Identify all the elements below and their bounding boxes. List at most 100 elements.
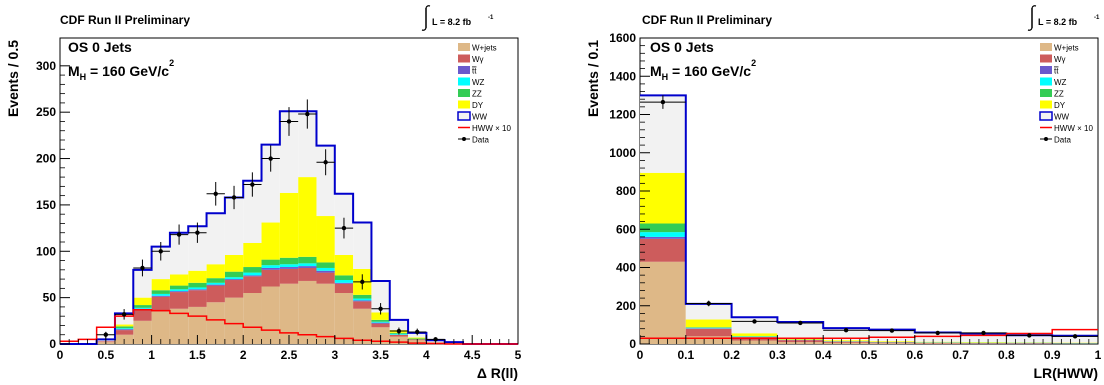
data-point-3 [158,249,163,254]
legend-label-4: ZZ [1054,90,1064,99]
bar-Wjets-6 [169,308,189,344]
bar-W-4 [823,341,869,343]
bar-WZ-6 [169,289,189,292]
chart-panel-2: CDF Run II Preliminary L = 8.2 fb -1 0 0.1 0.… [585,5,1102,381]
bar-WZ-10 [243,272,262,276]
bar-DY-4 [823,340,869,342]
y-tick-label-3: 150 [36,198,56,212]
bar-tt-12 [279,267,299,269]
legend-swatch-DY [458,100,470,109]
data-point-11 [305,111,310,117]
y-tick-label-2: 100 [36,244,56,258]
bar-Wjets-16 [353,308,372,344]
x-tick-label-7: 0.7 [952,348,969,362]
bar-W-0 [640,238,686,262]
x-tick-label-9: 0.9 [1044,348,1061,362]
bar-W-13 [298,267,317,281]
bar-DY-11 [261,222,280,260]
bar-tt-10 [243,275,262,277]
x-tick-label-0: 0 [637,348,644,362]
bar-WW-17 [371,280,390,313]
bar-W-11 [261,269,280,287]
legend-swatch-WZ [1040,77,1052,86]
hww-signal-line [60,308,518,345]
bar-DY-4 [133,297,152,306]
y-tick-label-6: 300 [36,59,56,73]
data-point-5 [195,230,200,235]
data-point-2 [752,319,757,324]
legend-label-6: WW [1054,113,1070,122]
bar-WW-4 [133,269,152,298]
y-tick-label-0: 0 [629,337,636,351]
bar-DY-8 [206,264,225,279]
data-point-7 [981,330,986,336]
legend-label-7: HWW × 10 [472,124,511,133]
bar-ZZ-13 [298,256,317,264]
x-tick-label-3: 1.5 [189,348,206,362]
data-point-5 [889,328,895,333]
data-point-6 [213,191,218,196]
data-point-3 [798,320,803,326]
bar-WW-16 [353,222,372,269]
x-tick-label-7: 3.5 [372,348,389,362]
bar-WW-3 [777,322,824,339]
integral-sign-tails [421,5,431,31]
bar-tt-8 [206,284,225,286]
legend-swatch-ww [1039,111,1053,121]
bar-WW-18 [389,319,409,331]
data-point-13 [341,225,347,231]
bar-W-17 [371,323,390,328]
bar-W-6 [914,342,961,344]
integral-sign-tails [1027,5,1037,31]
x-tick-label-10: 5 [515,348,522,362]
bar-tt-3 [114,329,134,331]
bar-W-15 [334,283,354,293]
legend-swatch-tt [458,66,470,74]
bar-WW-5 [151,246,170,280]
bar-W-1 [685,328,732,337]
x-tick-label-5: 0.5 [861,348,878,362]
bar-Wjets-15 [334,293,354,344]
legend-swatch-WZ [458,77,470,86]
bar-DY-6 [914,341,961,343]
bar-WZ-16 [353,298,372,301]
bar-DY-13 [298,177,317,257]
bar-Wjets-6 [914,343,961,344]
legend-swatch-DY [1040,100,1052,109]
bar-W-8 [206,285,225,303]
bar-DY-1 [685,319,732,328]
bar-DY-9 [224,254,244,272]
x-tick-label-4: 2 [240,348,247,362]
bar-DY-5 [151,279,170,291]
bar-ZZ-7 [188,282,207,288]
subtitle-part: M [650,63,662,79]
plot-frame [639,37,1099,345]
bar-WW-5 [869,329,915,342]
chart-title: OS 0 Jets [650,39,714,55]
bar-ZZ-8 [206,278,225,283]
bar-WZ-4 [133,307,152,309]
y-tick-label-1: 200 [616,299,636,313]
bar-ZZ-10 [243,267,262,273]
legend-swatch-Wjets [458,43,470,51]
legend-label-2: tt [1054,67,1059,76]
bar-DY-2 [731,333,778,337]
subtitle-part: H [662,72,669,82]
y-tick-label-1: 50 [43,291,57,305]
x-tick-label-2: 1 [148,348,155,362]
bar-W-9 [224,280,244,298]
legend: W+jets Wγ tt WZ ZZ DY WW HWW × 10 Data [1039,43,1093,145]
y-tick-label-6: 1200 [609,108,636,122]
bar-WW-9 [1052,335,1098,343]
bar-Wjets-9 [224,297,244,344]
data-point-17 [415,329,420,335]
bar-WZ-12 [279,264,299,268]
bar-ZZ-1 [685,327,732,328]
y-tick-label-7: 1400 [609,69,636,83]
y-axis-title: Events / 0.5 [5,40,21,117]
data-point-4 [176,232,182,237]
subtitle-part: = 160 GeV/c [668,63,751,79]
bar-tt-17 [371,322,390,324]
legend: W+jets Wγ tt WZ ZZ DY WW HWW × 10 Data [457,43,511,145]
bar-DY-6 [169,274,189,286]
